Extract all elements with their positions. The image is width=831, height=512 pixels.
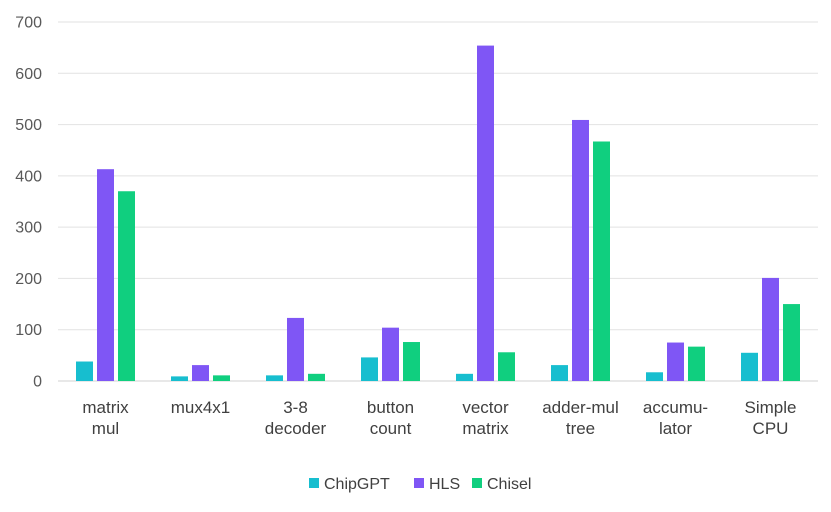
legend-label: ChipGPT [324, 476, 390, 493]
y-tick-label: 500 [15, 117, 42, 134]
x-tick-label: adder-mul [542, 398, 619, 417]
bar-chipgpt [171, 376, 188, 381]
bar-chipgpt [456, 373, 473, 381]
bar-hls [762, 277, 779, 381]
bar-hls [97, 169, 114, 381]
bars [76, 45, 800, 381]
x-tick-label: vector [462, 398, 509, 417]
y-tick-label: 200 [15, 271, 42, 288]
y-tick-label: 300 [15, 220, 42, 237]
bar-hls [477, 45, 494, 381]
x-tick-label: mul [92, 419, 119, 438]
x-tick-label: button [367, 398, 414, 417]
bar-chisel [593, 141, 610, 381]
bar-chipgpt [741, 352, 758, 381]
x-tick-label: accumu- [643, 398, 708, 417]
x-tick-label: count [370, 419, 412, 438]
x-tick-label: CPU [753, 419, 789, 438]
x-axis-labels: matrix mul mux4x1 3-8 decoder button count vect… [82, 398, 796, 438]
bar-chisel [118, 191, 135, 381]
bar-chisel [783, 304, 800, 381]
bar-chisel [213, 375, 230, 381]
y-tick-label: 700 [15, 15, 42, 32]
bar-hls [287, 317, 304, 381]
bar-chipgpt [646, 372, 663, 381]
x-tick-label: decoder [265, 419, 327, 438]
x-tick-label: mux4x1 [171, 398, 231, 417]
legend-label: Chisel [487, 476, 531, 493]
x-tick-label: matrix [82, 398, 129, 417]
bar-hls [382, 327, 399, 381]
bar-chipgpt [266, 375, 283, 381]
bar-hls [572, 119, 589, 381]
legend-swatch-chipgpt [309, 478, 319, 488]
x-tick-label: 3-8 [283, 398, 308, 417]
bar-chisel [308, 373, 325, 381]
bar-chipgpt [76, 361, 93, 381]
y-tick-label: 0 [33, 374, 42, 391]
bar-hls [192, 365, 209, 381]
bar-chisel [688, 346, 705, 381]
x-tick-label: Simple [745, 398, 797, 417]
x-tick-label: lator [659, 419, 692, 438]
x-tick-label: tree [566, 419, 595, 438]
legend-label: HLS [429, 476, 460, 493]
legend: ChipGPT HLS Chisel [309, 476, 531, 493]
x-tick-label: matrix [462, 419, 509, 438]
gridlines [58, 21, 818, 382]
y-tick-label: 600 [15, 66, 42, 83]
y-tick-label: 400 [15, 168, 42, 185]
bar-chipgpt [551, 365, 568, 381]
y-axis-ticks: 0 100 200 300 400 500 600 700 [15, 15, 42, 391]
bar-hls [667, 342, 684, 381]
legend-swatch-chisel [472, 478, 482, 488]
bar-chisel [403, 342, 420, 381]
y-tick-label: 100 [15, 322, 42, 339]
bar-chipgpt [361, 357, 378, 381]
legend-swatch-hls [414, 478, 424, 488]
bar-chisel [498, 352, 515, 381]
